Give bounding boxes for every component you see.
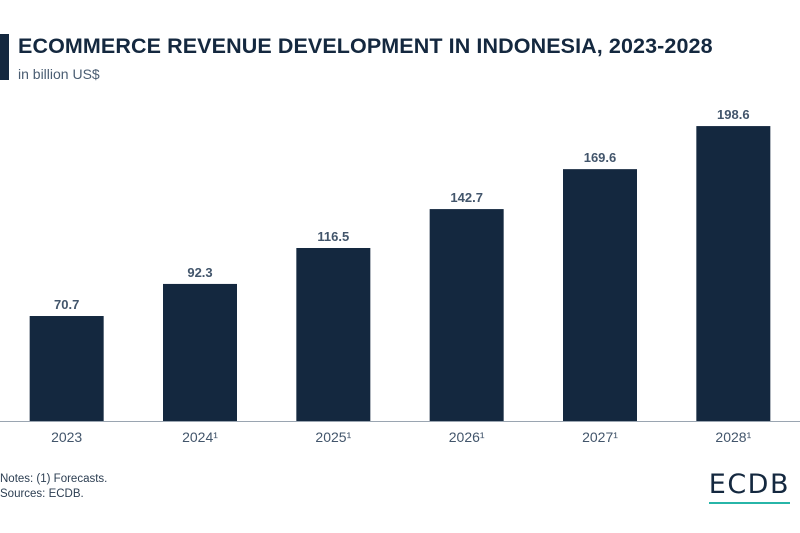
chart-subtitle: in billion US$ <box>18 66 100 82</box>
bar-value-label-4: 169.6 <box>584 150 617 165</box>
sources-text: Sources: ECDB. <box>0 488 84 500</box>
bar-4 <box>563 169 637 421</box>
x-tick-label-1: 2024¹ <box>182 429 218 445</box>
bar-value-label-0: 70.7 <box>54 297 79 312</box>
bar-value-label-1: 92.3 <box>187 265 212 280</box>
logo-text: ECDB <box>708 469 790 500</box>
bar-value-label-3: 142.7 <box>450 190 483 205</box>
bar-2 <box>296 247 371 421</box>
bar-value-label-5: 198.6 <box>717 107 750 122</box>
bar-3 <box>429 209 504 421</box>
x-tick-label-5: 2028¹ <box>715 429 751 445</box>
x-tick-label-2: 2025¹ <box>315 429 351 445</box>
bar-0 <box>29 316 104 421</box>
notes-text: Notes: (1) Forecasts. <box>0 473 108 485</box>
chart-notes: Notes: (1) Forecasts. Sources: ECDB. <box>0 472 107 502</box>
x-tick-label-0: 2023 <box>51 429 82 445</box>
bar-5 <box>696 126 771 421</box>
title-accent-bar <box>0 34 9 80</box>
bar-1 <box>163 283 237 421</box>
chart-title: ECOMMERCE REVENUE DEVELOPMENT IN INDONES… <box>18 34 713 58</box>
bar-value-label-2: 116.5 <box>317 229 349 244</box>
ecdb-logo: ECDB <box>708 469 790 504</box>
logo-underline <box>708 502 790 504</box>
x-tick-label-4: 2027¹ <box>582 429 618 445</box>
x-tick-label-3: 2026¹ <box>449 429 485 445</box>
